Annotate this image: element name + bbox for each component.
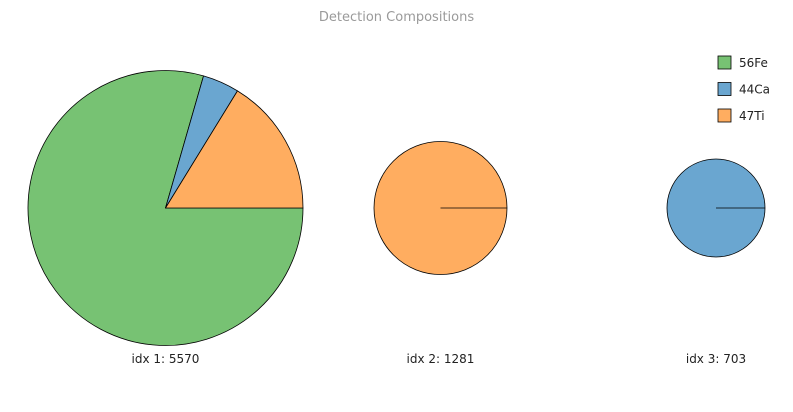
legend-item-44Ca[interactable]: 44Ca — [717, 82, 770, 97]
legend-label-44Ca: 44Ca — [739, 83, 770, 97]
legend-item-47Ti[interactable]: 47Ti — [717, 108, 765, 123]
pie-1-slice-47Ti — [165, 90, 304, 209]
pie-3-label: idx 3: 703 — [686, 352, 746, 366]
pie-1: idx 1: 5570 — [27, 70, 304, 366]
legend-swatch-44Ca — [717, 82, 732, 96]
legend-label-47Ti: 47Ti — [739, 109, 765, 123]
pies-layer: idx 1: 5570 idx 2: 1281 idx 3: 703 — [27, 70, 766, 366]
legend-swatch-47Ti — [717, 108, 732, 123]
legend-label-56Fe: 56Fe — [739, 56, 768, 70]
pie-2-label: idx 2: 1281 — [407, 352, 475, 366]
legend-swatch-56Fe — [717, 55, 732, 70]
chart-title: Detection Compositions — [319, 10, 474, 25]
pie-2: idx 2: 1281 — [373, 141, 508, 366]
legend-item-56Fe[interactable]: 56Fe — [717, 55, 768, 70]
pie-3: idx 3: 703 — [666, 158, 766, 366]
pie-1-slice-56Fe — [27, 70, 304, 346]
legend: 56Fe 44Ca 47Ti — [717, 55, 770, 123]
pie-1-label: idx 1: 5570 — [132, 352, 200, 366]
